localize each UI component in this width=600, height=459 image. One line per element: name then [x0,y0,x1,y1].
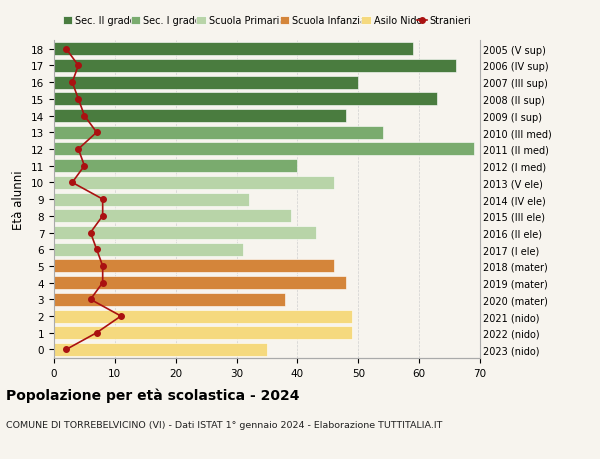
Text: Popolazione per età scolastica - 2024: Popolazione per età scolastica - 2024 [6,388,299,403]
Bar [54,310,352,323]
Bar [54,127,383,140]
Bar [54,93,437,106]
Bar [54,293,285,306]
Bar [54,343,267,356]
Bar [54,43,413,56]
Bar [54,226,316,240]
Bar [54,260,334,273]
Bar [54,326,352,340]
Bar [54,193,249,206]
Bar [54,60,455,73]
Text: COMUNE DI TORREBELVICINO (VI) - Dati ISTAT 1° gennaio 2024 - Elaborazione TUTTIT: COMUNE DI TORREBELVICINO (VI) - Dati IST… [6,420,442,429]
Bar [54,276,346,290]
Bar [54,177,334,190]
Bar [54,160,298,173]
Bar [54,77,358,90]
Bar [54,143,474,156]
Y-axis label: Età alunni: Età alunni [13,170,25,230]
Y-axis label: Anni di nascita: Anni di nascita [599,156,600,243]
Bar [54,243,242,256]
Legend: Sec. II grado, Sec. I grado, Scuola Primaria, Scuola Infanzia, Asilo Nido, Stran: Sec. II grado, Sec. I grado, Scuola Prim… [59,12,475,30]
Bar [54,110,346,123]
Bar [54,210,292,223]
